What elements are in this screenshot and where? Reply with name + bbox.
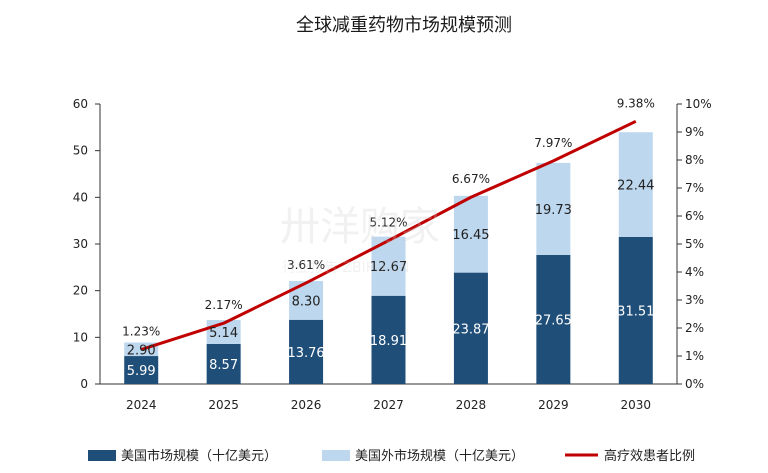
bar-us-label: 23.87: [452, 322, 489, 337]
right-tick-label: 9%: [685, 125, 704, 139]
bar-non-us-label: 8.30: [292, 294, 321, 309]
bar-us-market: [618, 236, 653, 384]
bar-non-us-label: 12.67: [370, 260, 407, 275]
right-tick-label: 8%: [685, 153, 704, 167]
right-tick-label: 0%: [685, 377, 704, 391]
bar-non-us-market: [536, 162, 571, 255]
right-tick-label: 2%: [685, 321, 704, 335]
legend: 美国市场规模（十亿美元） 美国外市场规模（十亿美元） 高疗效患者比例: [88, 448, 695, 464]
bar-us-market: [289, 319, 324, 384]
x-axis-ticks: 2024 2025 2026 2027 2028 2029 2030: [126, 398, 651, 412]
legend-label-non-us: 美国外市场规模（十亿美元）: [355, 448, 524, 464]
x-tick-label: 2028: [456, 398, 487, 412]
right-tick-label: 3%: [685, 293, 704, 307]
right-tick-label: 1%: [685, 349, 704, 363]
ratio-label: 2.17%: [205, 298, 243, 312]
bar-us-label: 27.65: [535, 313, 572, 328]
ratio-label: 6.67%: [452, 172, 490, 186]
left-tick-label: 10: [73, 330, 88, 344]
x-tick-label: 2029: [538, 398, 569, 412]
right-axis-ticks: 0% 1% 2% 3% 4% 5% 6% 7% 8% 9% 10%: [677, 97, 712, 391]
left-tick-label: 30: [73, 237, 88, 251]
data-labels: 5.99 2.90 8.57 5.14 13.76 8.30 18.91 12.67 23.87…: [122, 96, 655, 379]
watermark-logo: 卅洋购家: [280, 204, 440, 250]
right-tick-label: 5%: [685, 237, 704, 251]
bar-us-label: 31.51: [617, 304, 654, 319]
bar-non-us-label: 16.45: [452, 228, 489, 243]
x-tick-label: 2030: [621, 398, 652, 412]
right-tick-label: 7%: [685, 181, 704, 195]
bar-us-market: [536, 254, 571, 384]
left-tick-label: 60: [73, 97, 88, 111]
bar-non-us-label: 19.73: [535, 203, 572, 218]
ratio-label: 1.23%: [122, 325, 160, 339]
bar-us-market: [371, 295, 406, 384]
bar-us-label: 18.91: [370, 334, 407, 349]
x-tick-label: 2026: [291, 398, 322, 412]
ratio-line: [140, 120, 637, 351]
left-axis-ticks: 0 10 20 30 40 50 60: [73, 97, 100, 391]
bar-us-label: 8.57: [209, 358, 238, 373]
ratio-label: 5.12%: [369, 216, 407, 230]
legend-swatch-us: [88, 450, 116, 461]
right-tick-label: 10%: [685, 97, 712, 111]
left-tick-label: 50: [73, 144, 88, 158]
x-tick-label: 2024: [126, 398, 157, 412]
right-tick-label: 4%: [685, 265, 704, 279]
bar-non-us-label: 5.14: [209, 326, 238, 341]
left-tick-label: 20: [73, 284, 88, 298]
bar-us-market: [206, 344, 241, 384]
legend-label-ratio: 高疗效患者比例: [604, 448, 695, 464]
left-tick-label: 40: [73, 190, 88, 204]
x-tick-label: 2027: [373, 398, 404, 412]
watermark-sub: 行业报告 ZBIPO.CN: [282, 260, 409, 276]
chart-title: 全球减重药物市场规模预测: [296, 15, 512, 36]
bar-us-market: [124, 356, 159, 384]
watermark: 卅洋购家 行业报告 ZBIPO.CN: [280, 204, 440, 276]
x-tick-label: 2025: [208, 398, 239, 412]
ratio-label: 9.38%: [617, 96, 655, 110]
bar-us-market: [453, 272, 488, 384]
bar-non-us-market: [453, 195, 488, 273]
legend-label-us: 美国市场规模（十亿美元）: [121, 448, 277, 464]
bar-us-label: 13.76: [287, 346, 324, 361]
bars: [124, 132, 653, 384]
ratio-line-path: [140, 120, 637, 351]
ratio-label: 7.97%: [534, 136, 572, 150]
bar-non-us-label: 2.90: [127, 343, 156, 358]
right-tick-label: 6%: [685, 209, 704, 223]
bar-non-us-label: 22.44: [617, 179, 654, 194]
legend-swatch-non-us: [322, 450, 350, 461]
left-tick-label: 0: [80, 377, 88, 391]
bar-us-label: 5.99: [127, 364, 156, 379]
ratio-label: 3.61%: [287, 258, 325, 272]
bar-non-us-market: [618, 132, 653, 237]
